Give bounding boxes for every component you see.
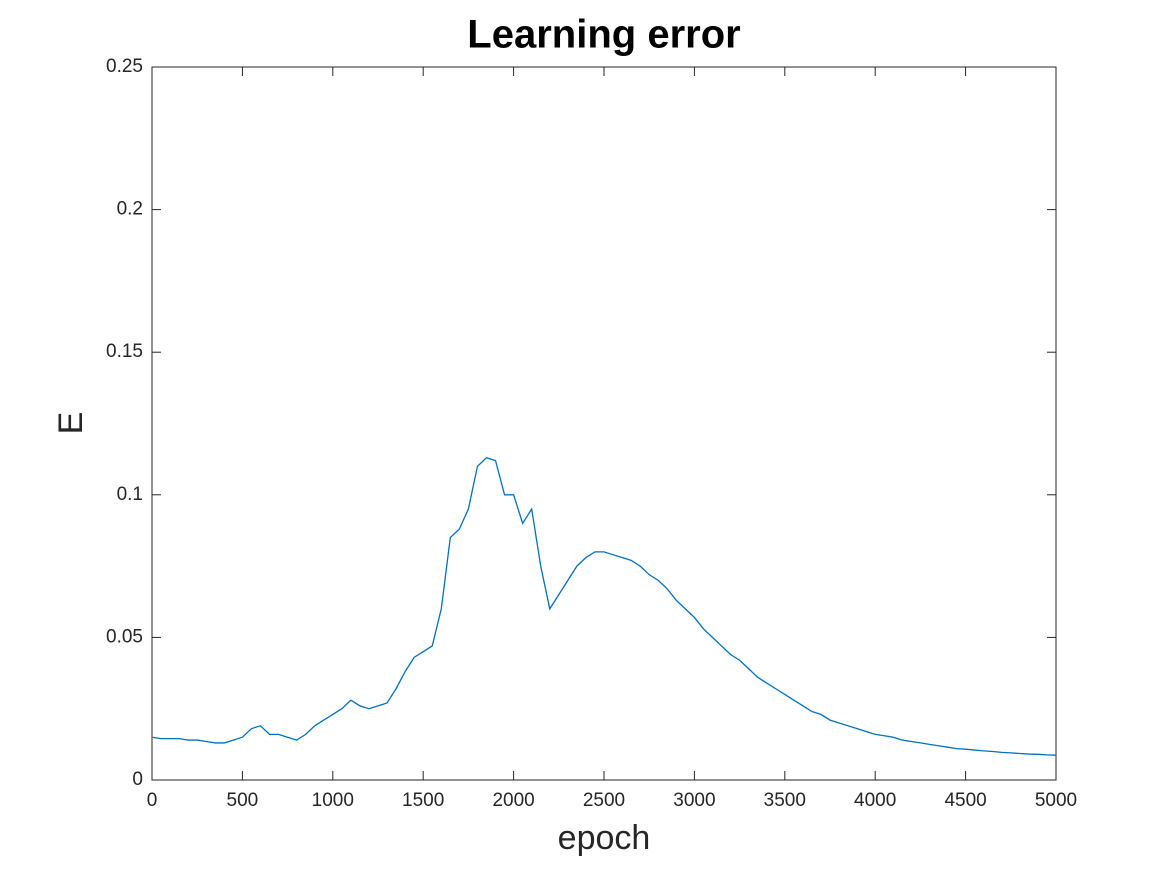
x-tick-label: 4500 xyxy=(944,790,986,811)
y-tick-label: 0.1 xyxy=(117,484,143,505)
x-tick-label: 2000 xyxy=(492,790,534,811)
x-tick-label: 1000 xyxy=(312,790,354,811)
y-tick-label: 0.25 xyxy=(106,56,143,77)
x-tick-label: 500 xyxy=(227,790,259,811)
y-axis-label: E xyxy=(52,412,90,435)
data-line xyxy=(151,456,1057,756)
x-tick-label: 2500 xyxy=(583,790,625,811)
x-tick-label: 3000 xyxy=(673,790,715,811)
y-tick-label: 0 xyxy=(132,769,143,790)
y-tick-label: 0.2 xyxy=(117,199,143,220)
y-tick-label: 0.05 xyxy=(106,626,143,647)
x-axis-label: epoch xyxy=(558,819,651,857)
x-tick-label: 3500 xyxy=(764,790,806,811)
y-tick-label: 0.15 xyxy=(106,341,143,362)
x-tick-label: 1500 xyxy=(402,790,444,811)
x-tick-label: 0 xyxy=(147,790,158,811)
chart-title: Learning error xyxy=(467,13,740,57)
x-tick-label: 5000 xyxy=(1035,790,1077,811)
x-tick-label: 4000 xyxy=(854,790,896,811)
